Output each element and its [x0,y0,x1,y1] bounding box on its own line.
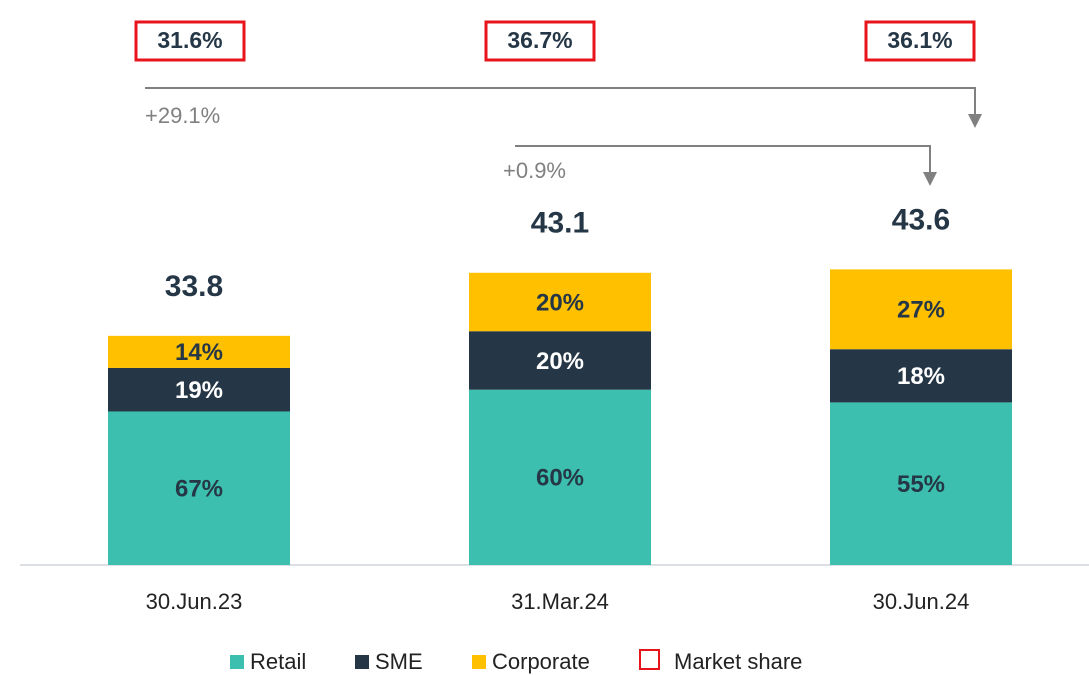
bar-segment [830,349,1012,403]
market-share-box [484,20,596,62]
market-share-label: 36.7% [507,27,572,53]
bar-segment [108,335,290,368]
arrow-head [923,172,937,186]
bar-segment [469,272,651,332]
segment-label: 60% [536,465,584,492]
legend-label: Retail [250,649,306,674]
bar-segment [469,389,651,565]
segment-label: 20% [536,289,584,316]
growth-label: +29.1% [145,103,220,128]
segment-label: 20% [536,348,584,375]
market-share-box [134,20,246,62]
segment-label: 18% [897,363,945,390]
bar-segment [108,367,290,412]
segment-label: 67% [175,476,223,503]
x-tick-label: 30.Jun.24 [873,589,970,614]
legend-label: Corporate [492,649,590,674]
market-share-box [864,20,976,62]
segment-label: 27% [897,297,945,324]
growth-arrow [145,87,976,116]
market-share-label: 36.1% [887,27,952,53]
growth-label: +0.9% [503,158,566,183]
bar-segment [108,411,290,565]
legend-swatch [230,655,244,669]
market-share-label: 31.6% [157,27,222,53]
segment-label: 19% [175,377,223,404]
x-tick-label: 30.Jun.23 [146,589,243,614]
arrow-head [968,114,982,128]
legend-label: Market share [674,649,802,674]
legend-label: SME [375,649,423,674]
growth-arrow [515,145,931,174]
segment-label: 55% [897,471,945,498]
total-label: 43.6 [892,203,950,236]
x-tick-label: 31.Mar.24 [511,589,609,614]
bar-segment [830,269,1012,350]
total-label: 43.1 [531,207,589,240]
bar-segment [830,402,1012,565]
legend-swatch [472,655,486,669]
bar-segment [469,331,651,390]
segment-label: 14% [175,339,223,366]
legend-swatch [355,655,369,669]
total-label: 33.8 [165,270,223,303]
legend-swatch [639,649,660,670]
